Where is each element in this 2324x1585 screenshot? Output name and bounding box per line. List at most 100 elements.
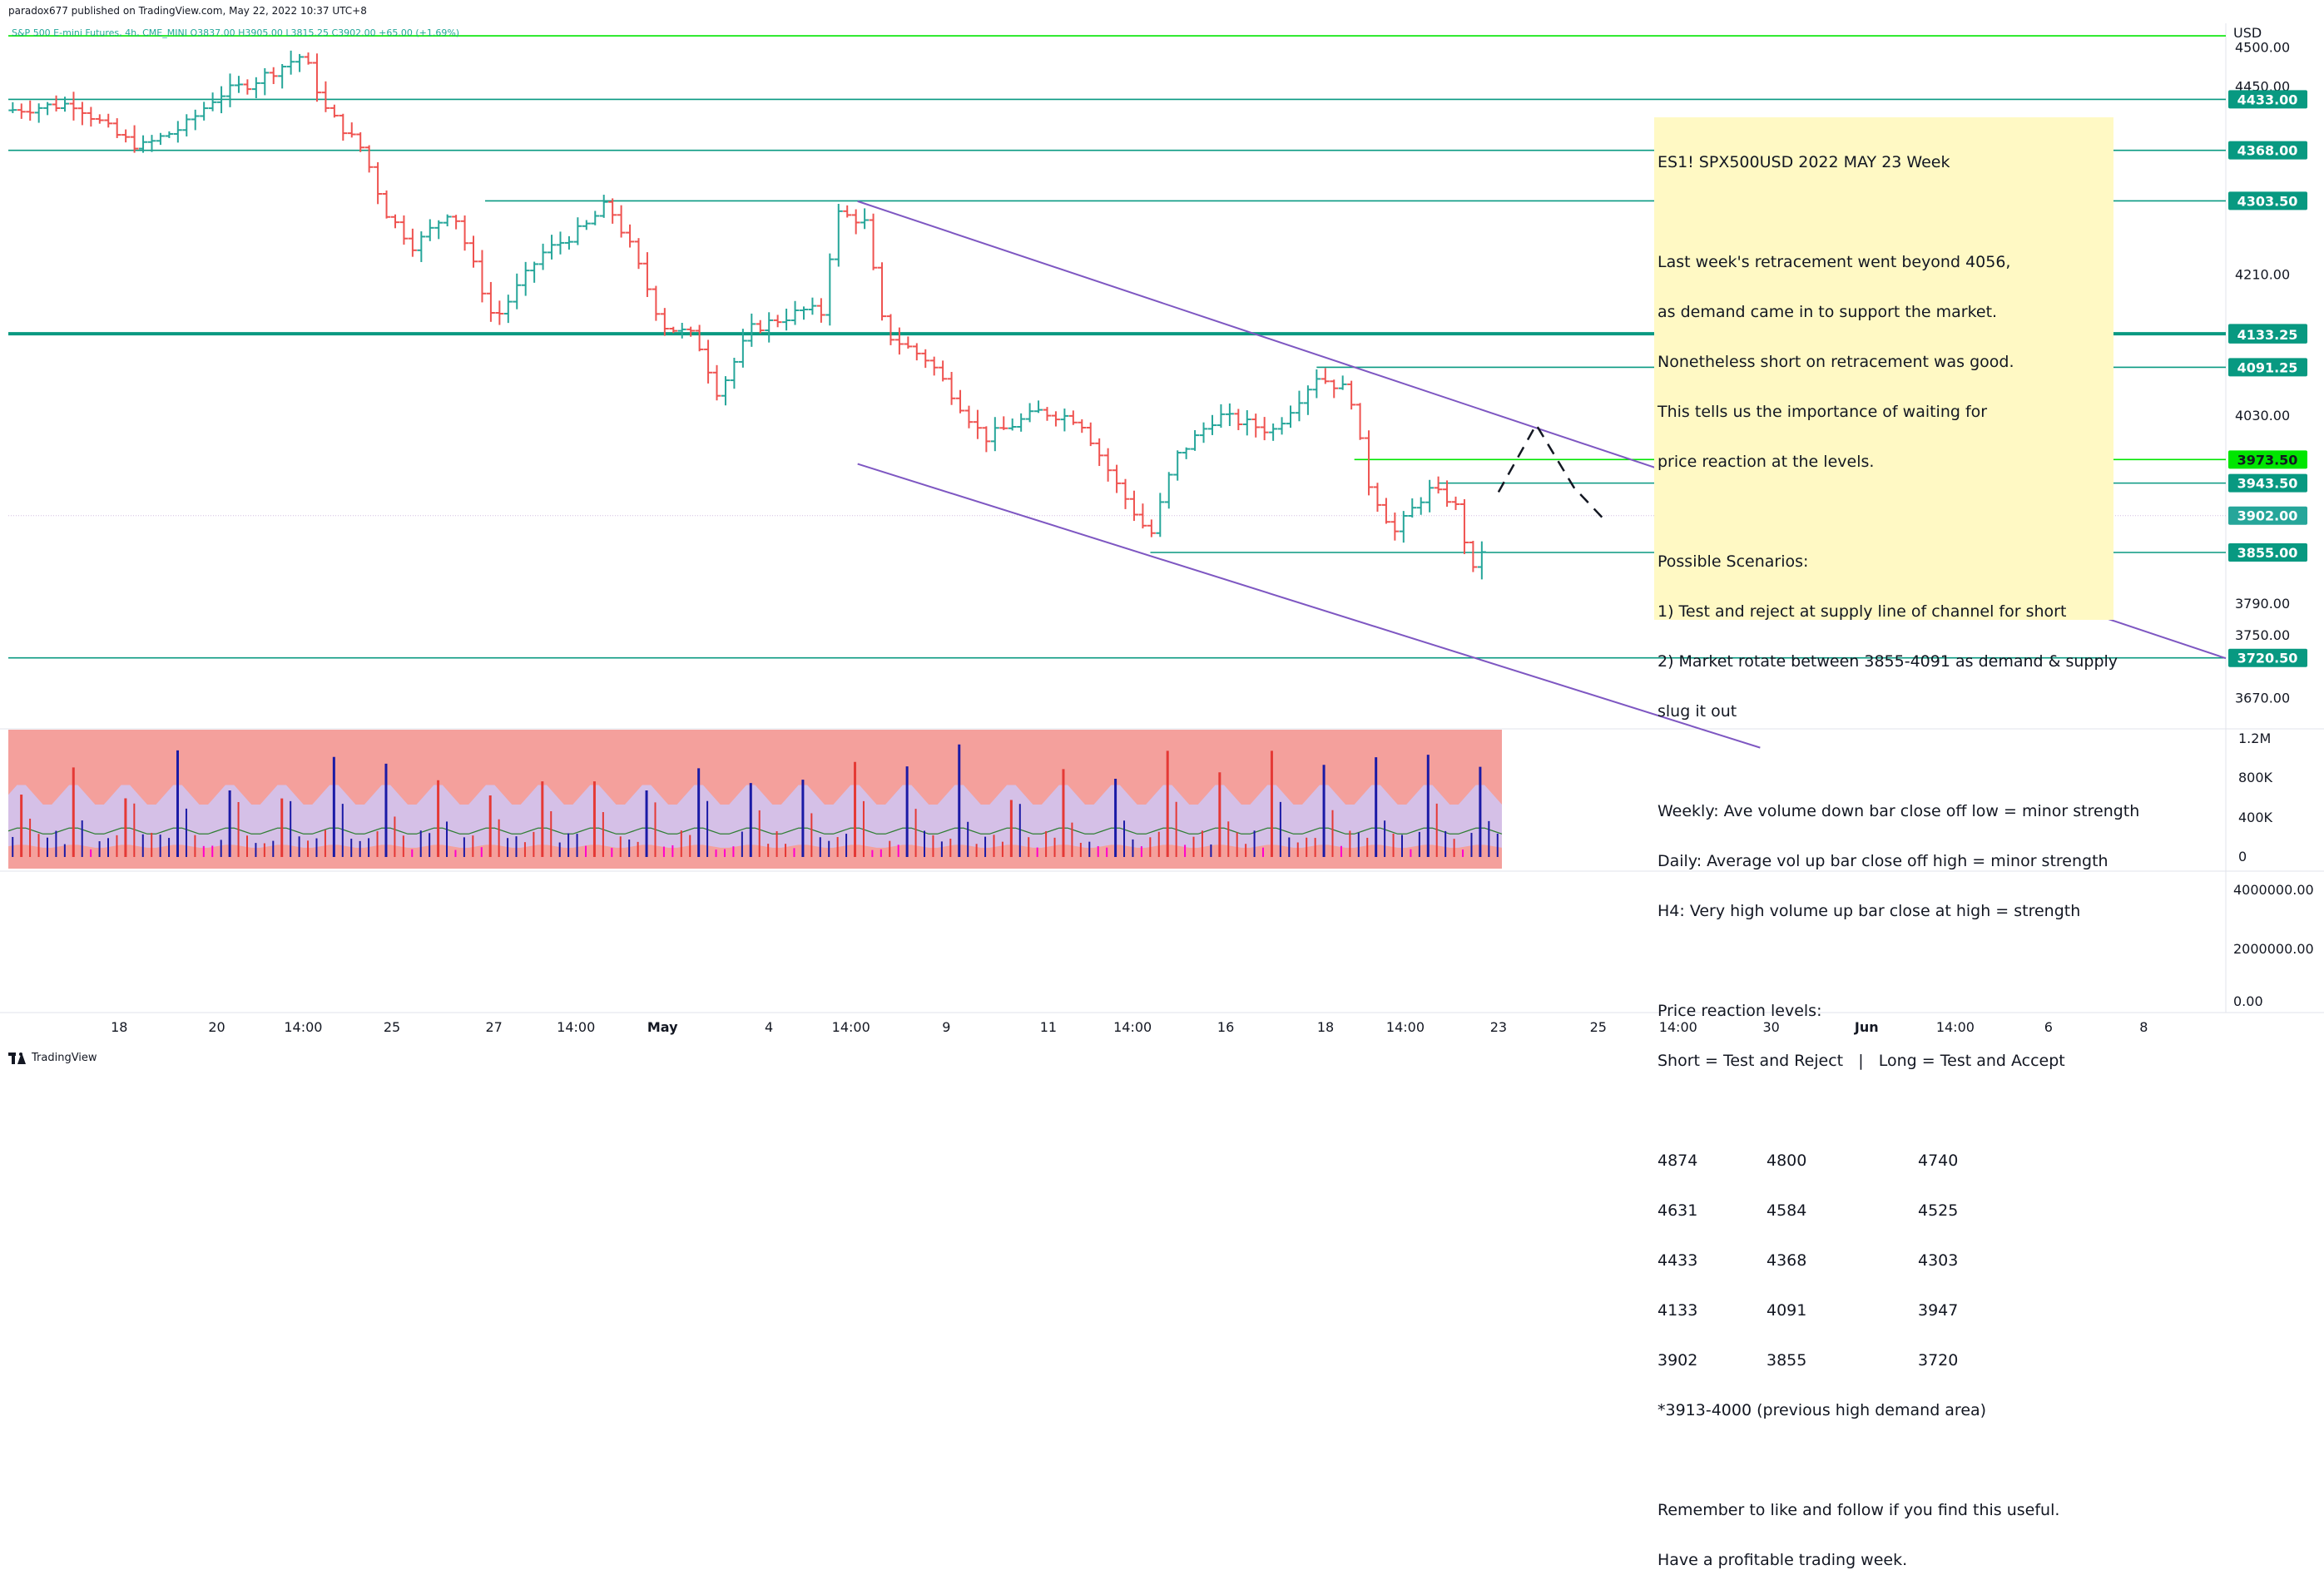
volume-tick-label: 1.2M — [2238, 731, 2271, 746]
price-bar — [1477, 541, 1486, 580]
symbol-legend[interactable]: S&P 500 E-mini Futures, 4h, CME_MINI O38… — [12, 27, 459, 38]
price-bar — [1347, 380, 1356, 410]
price-bar — [356, 131, 365, 152]
price-bar — [382, 190, 391, 219]
price-bar — [973, 409, 982, 439]
price-level-label: 3902.00 — [2228, 506, 2307, 525]
price-bar — [278, 63, 287, 89]
price-bar — [964, 405, 974, 428]
tradingview-brand[interactable]: TradingView — [8, 1052, 97, 1064]
price-bar — [765, 312, 774, 343]
price-tick-label: 3670.00 — [2235, 690, 2290, 706]
price-bar — [425, 219, 434, 241]
price-bar — [1164, 472, 1173, 509]
levels-footnote: *3913-4000 (previous high demand area) — [1658, 1401, 1987, 1419]
svg-text:4368.00: 4368.00 — [2237, 143, 2298, 159]
price-bar — [634, 238, 643, 270]
price-bar — [1051, 411, 1060, 427]
time-tick-label: 14:00 — [1936, 1019, 1975, 1035]
price-bar — [374, 161, 383, 205]
volume-band — [8, 785, 1502, 848]
channel-line — [857, 463, 1761, 749]
price-bar — [530, 261, 539, 283]
price-bar — [234, 76, 243, 93]
price-bar — [1269, 423, 1278, 441]
projection-path — [1497, 422, 1608, 524]
price-bar — [1390, 513, 1400, 541]
level-mid: 4368 — [1767, 1251, 1807, 1270]
analysis-note[interactable]: ES1! SPX500USD 2022 MAY 23 Week Last wee… — [1654, 117, 2139, 1568]
volume-tick-label: 0 — [2238, 849, 2247, 864]
time-tick-label: 18 — [1317, 1019, 1334, 1035]
time-tick-label: 11 — [1040, 1019, 1057, 1035]
price-bar — [538, 243, 548, 270]
svg-text:3855.00: 3855.00 — [2237, 545, 2298, 561]
price-level-label: 4303.50 — [2228, 191, 2307, 211]
price-bar — [626, 224, 635, 248]
time-tick-label: 23 — [1490, 1019, 1507, 1035]
price-bar — [1008, 418, 1017, 431]
price-bar — [1103, 448, 1112, 482]
price-bar — [669, 326, 678, 334]
note-paragraph-line: 1) Test and reject at supply line of cha… — [1658, 602, 2067, 621]
price-bar — [1330, 379, 1339, 399]
price-bar — [1416, 497, 1425, 515]
price-bar — [947, 371, 956, 405]
price-bar — [34, 103, 43, 123]
price-bar — [1207, 414, 1217, 435]
level-short: 4433 — [1658, 1251, 1698, 1270]
volume-tick-label: 800K — [2238, 770, 2273, 785]
price-bar — [460, 215, 469, 251]
note-paragraph-line: Daily: Average vol up bar close off high… — [1658, 852, 2108, 870]
price-bar — [591, 211, 600, 225]
time-tick-label: Jun — [1854, 1019, 1879, 1035]
time-axis[interactable]: 18 20 14:00 25 27 14:00 May 4 14:00 9 11 14:00 16 18 1… — [111, 1019, 2148, 1035]
note-paragraph-line: slug it out — [1658, 702, 1737, 721]
note-title: ES1! SPX500USD 2022 MAY 23 Week — [1658, 153, 1950, 171]
price-bar — [1138, 503, 1147, 529]
levels-row: 4133 4091 3947 — [1658, 1302, 2110, 1319]
price-level-label: 3943.50 — [2228, 473, 2307, 493]
price-bar — [269, 67, 278, 85]
price-bar — [1242, 410, 1251, 436]
level-long: 3720 — [1918, 1351, 1959, 1370]
price-bar — [1043, 407, 1052, 421]
price-bar — [1469, 541, 1478, 572]
price-bar — [399, 215, 409, 245]
price-bar — [521, 261, 530, 296]
price-bar — [695, 324, 704, 352]
price-bar — [1121, 478, 1130, 509]
price-bar — [834, 203, 843, 267]
price-bar — [677, 322, 686, 339]
price-bar — [304, 52, 313, 65]
price-bar — [513, 273, 522, 310]
price-bar — [1068, 410, 1078, 425]
price-bar — [921, 349, 930, 369]
price-bar — [1451, 496, 1460, 510]
price-bar — [217, 86, 226, 114]
price-bar — [286, 50, 295, 75]
price-bar — [782, 308, 791, 331]
note-closing-line: Remember to like and follow if you find … — [1658, 1501, 2060, 1519]
price-bar — [1277, 417, 1286, 435]
time-tick-label: 27 — [485, 1019, 502, 1035]
tradingview-logo-icon — [8, 1052, 27, 1064]
price-bar — [608, 198, 617, 224]
price-bar — [503, 295, 513, 324]
price-bar — [295, 53, 305, 72]
note-closing-line: Have a profitable trading week. — [1658, 1551, 1908, 1569]
levels-row: 4631 4584 4525 — [1658, 1202, 2110, 1219]
price-bar — [17, 103, 26, 119]
price-bar — [869, 213, 878, 270]
chart-canvas[interactable]: USD 4500.004450.004210.004030.003790.003… — [0, 0, 2324, 1073]
price-bar — [878, 262, 887, 321]
projection-dashed-line — [1497, 422, 1608, 524]
note-paragraph-line: Weekly: Ave volume down bar close off lo… — [1658, 802, 2140, 820]
price-level-label: 4433.00 — [2228, 90, 2307, 109]
price-bar — [573, 217, 582, 245]
price-bar — [886, 314, 895, 345]
grid-separators — [0, 23, 2324, 1013]
price-bar — [721, 376, 730, 406]
time-tick-label: 25 — [1590, 1019, 1607, 1035]
note-paragraph-line: Nonetheless short on retracement was goo… — [1658, 353, 2014, 371]
